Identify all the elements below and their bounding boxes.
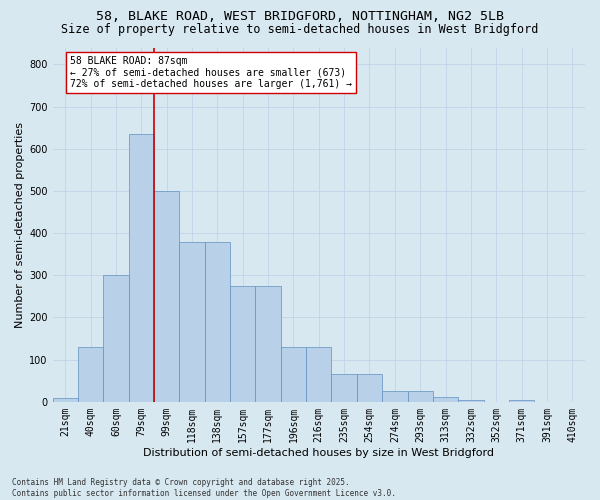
Bar xyxy=(256,286,281,402)
Bar xyxy=(433,397,458,402)
Bar xyxy=(509,400,534,402)
Bar xyxy=(53,398,78,402)
Text: Contains HM Land Registry data © Crown copyright and database right 2025.
Contai: Contains HM Land Registry data © Crown c… xyxy=(12,478,396,498)
Bar xyxy=(382,392,407,402)
Bar xyxy=(357,374,382,402)
Text: 58 BLAKE ROAD: 87sqm
← 27% of semi-detached houses are smaller (673)
72% of semi: 58 BLAKE ROAD: 87sqm ← 27% of semi-detac… xyxy=(70,56,352,89)
Bar xyxy=(306,347,331,402)
Bar xyxy=(103,276,128,402)
Bar xyxy=(230,286,256,402)
Text: 58, BLAKE ROAD, WEST BRIDGFORD, NOTTINGHAM, NG2 5LB: 58, BLAKE ROAD, WEST BRIDGFORD, NOTTINGH… xyxy=(96,10,504,23)
Bar xyxy=(78,347,103,402)
Bar xyxy=(128,134,154,402)
Bar xyxy=(205,242,230,402)
Bar xyxy=(154,191,179,402)
X-axis label: Distribution of semi-detached houses by size in West Bridgford: Distribution of semi-detached houses by … xyxy=(143,448,494,458)
Bar xyxy=(458,400,484,402)
Y-axis label: Number of semi-detached properties: Number of semi-detached properties xyxy=(15,122,25,328)
Bar xyxy=(407,392,433,402)
Bar xyxy=(281,347,306,402)
Bar xyxy=(179,242,205,402)
Text: Size of property relative to semi-detached houses in West Bridgford: Size of property relative to semi-detach… xyxy=(61,22,539,36)
Bar xyxy=(331,374,357,402)
